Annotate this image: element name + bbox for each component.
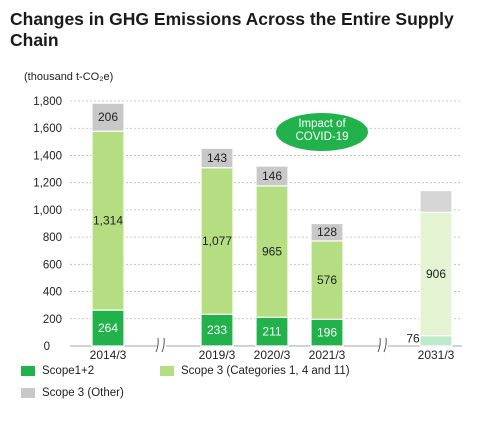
y-tick-label: 1,600 [33, 123, 62, 135]
data-label: 76 [406, 332, 420, 346]
data-label: 1,077 [202, 234, 232, 248]
x-tick-label: 2021/3 [309, 348, 346, 362]
y-axis-unit-label: (thousand t-CO₂e) [24, 71, 114, 83]
bar-segment [200, 147, 234, 169]
y-tick-label: 1,000 [33, 205, 62, 217]
legend-item-scope3-other: Scope 3 (Other) [21, 387, 124, 399]
x-tick-label: 2019/3 [199, 348, 236, 362]
data-label: 965 [262, 245, 282, 259]
bar-segment [310, 222, 344, 242]
legend-item-scope3-categories: Scope 3 (Categories 1, 4 and 11) [160, 365, 350, 377]
data-label: 143 [207, 151, 227, 165]
bar-segment [91, 102, 125, 132]
axis-break-mark [377, 337, 381, 353]
bar-segment [419, 335, 453, 347]
legend-label-scope12: Scope1+2 [42, 365, 95, 377]
y-tick-label: 800 [43, 232, 62, 244]
legend-label-scope3-categories: Scope 3 (Categories 1, 4 and 11) [181, 365, 350, 377]
bar-segment [419, 189, 453, 213]
x-tick-label: 2020/3 [254, 348, 291, 362]
y-tick-label: 1,200 [33, 178, 62, 190]
bar-segment [200, 167, 234, 315]
covid-annotation-bubble [276, 113, 368, 151]
data-label: 211 [262, 325, 281, 339]
x-tick-label: 2031/3 [418, 348, 455, 362]
bar-segment [255, 165, 289, 187]
data-label: 906 [426, 267, 446, 281]
y-tick-label: 1,400 [33, 150, 62, 162]
axis-break-gap [380, 338, 388, 352]
y-tick-label: 0 [44, 341, 50, 353]
bar-segment [255, 316, 289, 347]
covid-annotation-text: Impact of [298, 118, 346, 130]
data-label: 233 [207, 323, 227, 337]
covid-annotation-text: COVID-19 [295, 131, 348, 143]
axis-break-mark [155, 337, 159, 353]
legend-swatch-scope3-categories [160, 366, 174, 376]
y-tick-label: 200 [43, 314, 62, 326]
data-label: 264 [98, 321, 118, 335]
legend-swatch-scope12 [21, 366, 35, 376]
axis-break-mark [383, 337, 387, 353]
data-label: 576 [317, 273, 337, 287]
y-tick-label: 600 [43, 259, 62, 271]
legend-swatch-scope3-other [21, 388, 35, 398]
y-tick-label: 400 [43, 287, 62, 299]
x-tick-label: 2014/3 [90, 348, 127, 362]
legend-label-scope3-other: Scope 3 (Other) [42, 387, 124, 399]
data-label: 146 [262, 169, 282, 183]
data-label: 196 [317, 326, 337, 340]
axis-break-mark [161, 337, 165, 353]
bar-segment [419, 211, 453, 337]
axis-break-gap [158, 338, 166, 352]
legend-item-scope12: Scope1+2 [21, 365, 94, 377]
bar-segment [310, 240, 344, 320]
data-label: 206 [98, 110, 118, 124]
bar-segment [91, 309, 125, 347]
y-tick-label: 1,800 [33, 96, 62, 108]
data-label: 1,314 [93, 214, 123, 228]
chart-title: Changes in GHG Emissions Across the Enti… [10, 9, 454, 50]
data-label: 128 [317, 225, 337, 239]
